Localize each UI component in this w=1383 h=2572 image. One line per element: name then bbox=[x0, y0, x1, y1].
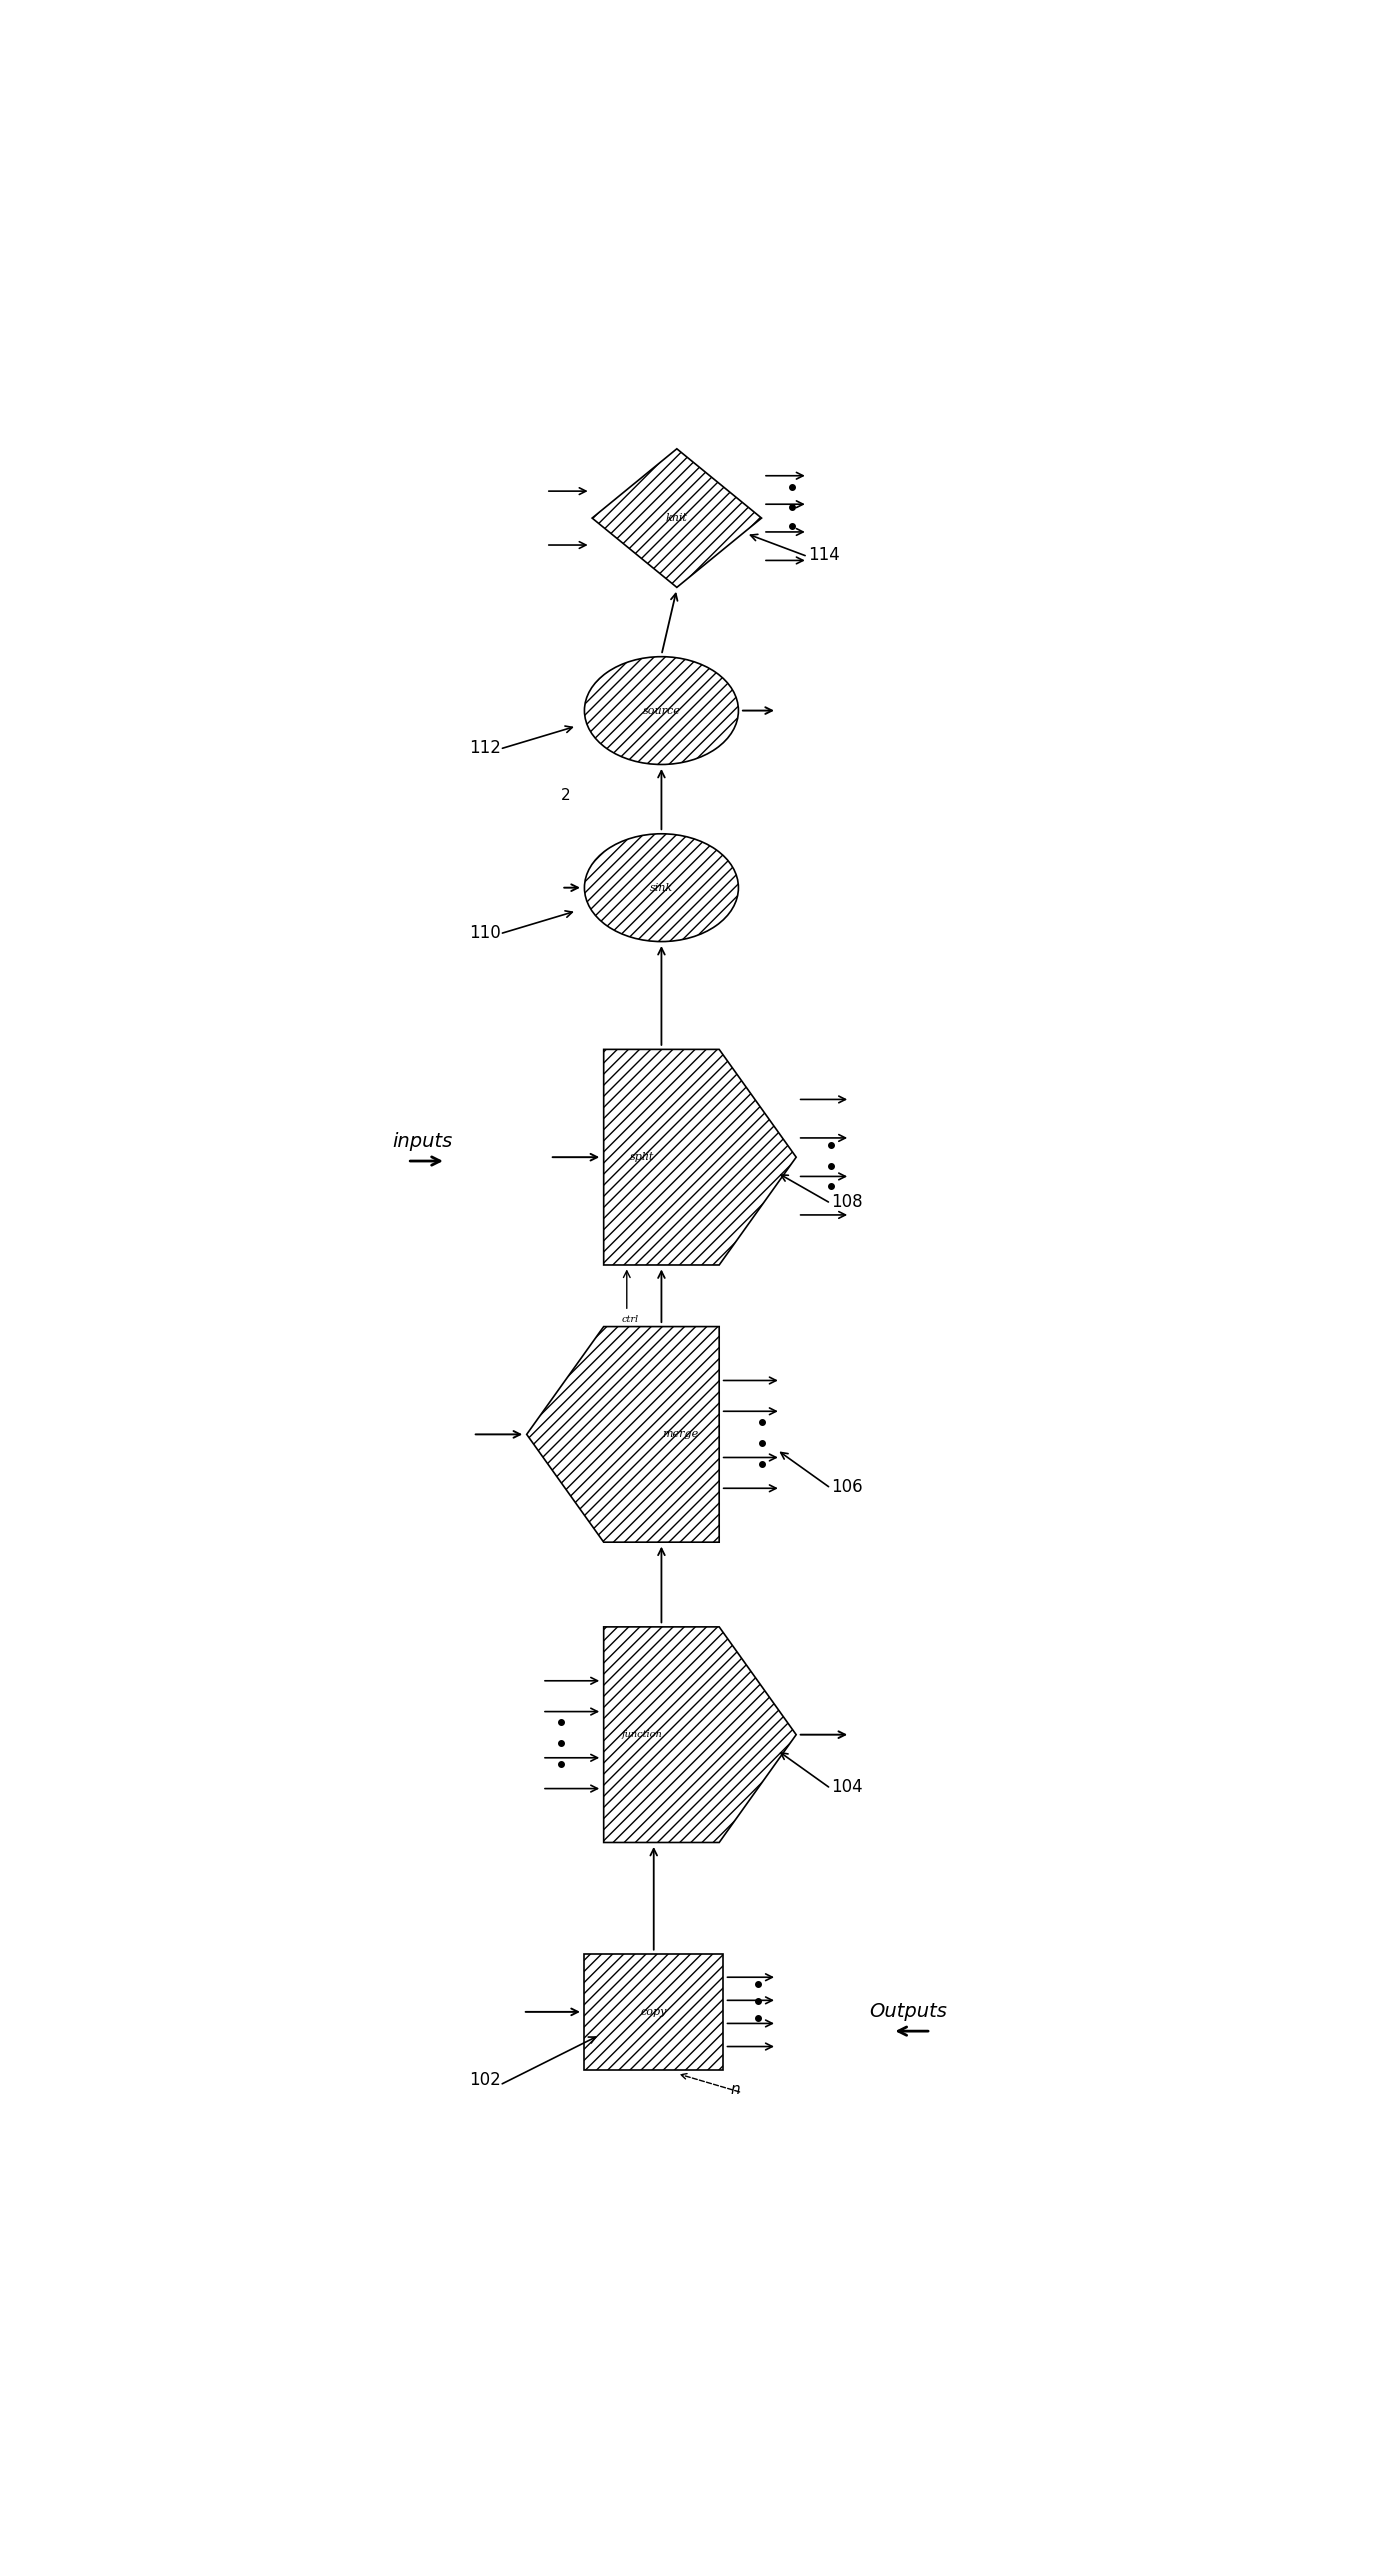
Text: 102: 102 bbox=[469, 2070, 501, 2088]
Text: 108: 108 bbox=[831, 1193, 863, 1211]
Text: source: source bbox=[643, 705, 680, 715]
Text: 114: 114 bbox=[808, 545, 839, 563]
Polygon shape bbox=[592, 448, 762, 586]
Text: 104: 104 bbox=[831, 1777, 863, 1795]
Text: knit: knit bbox=[665, 512, 687, 522]
Text: inputs: inputs bbox=[391, 1132, 452, 1152]
Text: ctrl: ctrl bbox=[622, 1314, 639, 1325]
Polygon shape bbox=[527, 1327, 719, 1543]
Text: 2: 2 bbox=[561, 787, 571, 802]
Text: 112: 112 bbox=[469, 738, 501, 756]
Text: 110: 110 bbox=[469, 923, 501, 941]
Ellipse shape bbox=[585, 833, 739, 941]
Text: n: n bbox=[730, 2081, 740, 2096]
Polygon shape bbox=[604, 1049, 797, 1265]
Polygon shape bbox=[585, 1955, 723, 2070]
Text: split: split bbox=[631, 1152, 654, 1163]
Text: function: function bbox=[622, 1731, 662, 1739]
Text: sink: sink bbox=[650, 882, 674, 892]
Text: merge: merge bbox=[662, 1430, 698, 1440]
Text: copy: copy bbox=[640, 2006, 667, 2016]
Text: 106: 106 bbox=[831, 1479, 863, 1497]
Ellipse shape bbox=[585, 656, 739, 764]
Polygon shape bbox=[604, 1628, 797, 1842]
Text: Outputs: Outputs bbox=[870, 2004, 947, 2022]
